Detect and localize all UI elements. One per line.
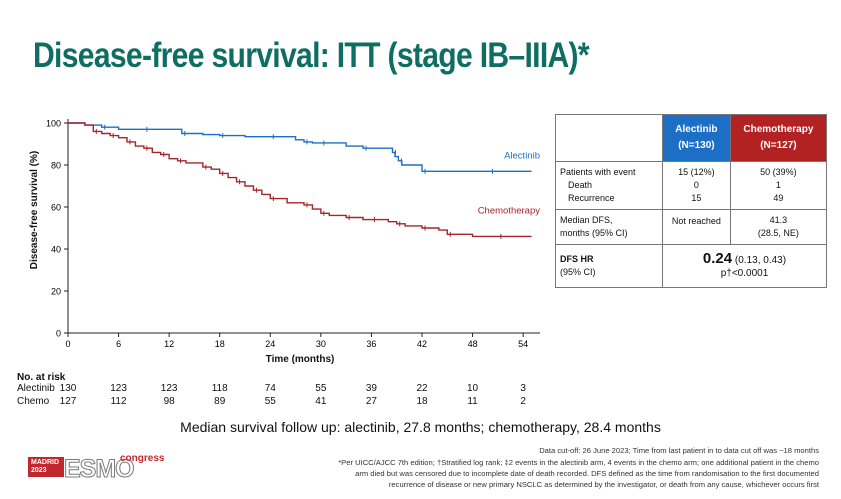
events-label: Patients with event — [560, 167, 636, 177]
alectinib-header-n: (N=130) — [678, 140, 715, 151]
x-tick-label: 12 — [164, 339, 174, 349]
risk-value: 112 — [110, 396, 127, 407]
risk-value: 41 — [315, 396, 327, 407]
hr-value: 0.24 — [702, 250, 733, 267]
x-tick-label: 54 — [518, 339, 528, 349]
footnote-1: *Per UICC/AJCC 7th edition; †Stratified … — [338, 458, 819, 467]
hr-label: DFS HR — [560, 254, 594, 264]
risk-value: 118 — [211, 383, 228, 394]
chemo-median-ci: (28.5, NE) — [757, 228, 799, 238]
risk-value: 89 — [214, 396, 226, 407]
chemo-header-name: Chemotherapy — [743, 124, 814, 135]
median-follow-up: Median survival follow up: alectinib, 27… — [180, 419, 661, 435]
alectinib-events: 15 (12%) — [678, 167, 715, 177]
footnote-cutoff: Data cut-off: 26 June 2023; Time from la… — [539, 446, 819, 455]
y-tick-label: 100 — [46, 119, 61, 129]
risk-value: 18 — [416, 396, 428, 407]
risk-value: 127 — [59, 396, 77, 407]
footnote-3: recurrence of disease or new primary NSC… — [388, 480, 819, 489]
footnote-2: arm died but was censored due to incompl… — [355, 469, 819, 478]
chemo-header-n: (N=127) — [760, 140, 797, 151]
chemo-events-cell: 50 (39%) 1 49 — [729, 161, 828, 210]
x-tick-label: 30 — [316, 339, 326, 349]
alectinib-recurrences: 15 — [691, 193, 702, 203]
x-tick-label: 42 — [417, 339, 427, 349]
chemo-median-dfs: 41.3 (28.5, NE) — [729, 209, 828, 245]
risk-value: 123 — [160, 383, 178, 394]
alectinib-header: Alectinib (N=130) — [662, 114, 731, 162]
x-axis-label: Time (months) — [265, 354, 335, 365]
recurrence-label: Recurrence — [568, 193, 615, 203]
chemo-deaths: 1 — [775, 180, 781, 190]
y-tick-label: 60 — [51, 203, 61, 213]
risk-value: 39 — [365, 383, 377, 394]
alectinib-events-cell: 15 (12%) 0 15 — [662, 161, 731, 210]
alectinib-deaths: 0 — [693, 180, 699, 190]
chemo-events: 50 (39%) — [760, 167, 797, 177]
km-curve-alectinib — [68, 122, 532, 172]
risk-value: 3 — [520, 383, 526, 394]
page-title: Disease-free survival: ITT (stage IB–III… — [33, 36, 590, 75]
logo-year: 2023 — [31, 467, 47, 474]
hr-label-cell: DFS HR (95% CI) — [555, 244, 663, 288]
series-label-alectinib: Alectinib — [504, 150, 540, 161]
median-dfs-label: Median DFS, — [560, 215, 613, 225]
risk-row-name: Chemo — [17, 396, 50, 407]
risk-value: 130 — [59, 383, 77, 394]
median-dfs-label-cell: Median DFS, months (95% CI) — [555, 209, 663, 245]
alectinib-median-dfs: Not reached — [662, 209, 731, 245]
risk-value: 11 — [467, 396, 478, 407]
p-value: p†<0.0001 — [720, 268, 769, 279]
y-tick-label: 20 — [51, 287, 61, 297]
risk-value: 55 — [264, 396, 276, 407]
median-dfs-ci-label: months (95% CI) — [560, 228, 628, 238]
risk-value: 74 — [264, 383, 276, 394]
y-tick-label: 80 — [51, 161, 61, 171]
chemo-recurrences: 49 — [773, 193, 784, 203]
logo-brand: ESMO — [64, 455, 136, 484]
death-label: Death — [568, 180, 593, 190]
risk-value: 55 — [315, 383, 327, 394]
chemo-header: Chemotherapy (N=127) — [729, 114, 828, 162]
y-axis-label: Disease-free survival (%) — [29, 150, 40, 270]
risk-value: 123 — [110, 383, 127, 394]
x-tick-label: 18 — [215, 339, 225, 349]
risk-value: 10 — [467, 383, 479, 394]
hr-ci: (0.13, 0.43) — [734, 255, 787, 266]
km-curve-chemotherapy — [68, 122, 532, 238]
hr-value-cell: 0.24 (0.13, 0.43) p†<0.0001 — [662, 244, 827, 288]
results-table: Alectinib (N=130) Chemotherapy (N=127) P… — [555, 114, 828, 288]
risk-value: 22 — [416, 383, 428, 394]
x-tick-label: 6 — [116, 339, 121, 349]
x-tick-label: 36 — [366, 339, 376, 349]
chemo-median-value: 41.3 — [769, 215, 788, 225]
y-tick-label: 0 — [56, 329, 61, 339]
x-tick-label: 24 — [265, 339, 275, 349]
risk-row-name: Alectinib — [17, 383, 55, 394]
series-label-chemotherapy: Chemotherapy — [478, 205, 541, 216]
risk-value: 27 — [365, 396, 377, 407]
alectinib-median-value: Not reached — [671, 216, 721, 226]
hr-ci-label: (95% CI) — [560, 267, 596, 277]
y-tick-label: 40 — [51, 245, 61, 255]
events-label-cell: Patients with event Death Recurrence — [555, 161, 663, 210]
x-tick-label: 0 — [65, 339, 70, 349]
logo-suffix: congress — [120, 453, 165, 464]
risk-value: 2 — [520, 396, 526, 407]
logo-city-badge: MADRID 2023 — [28, 457, 64, 477]
table-corner — [555, 114, 663, 162]
risk-value: 98 — [163, 396, 175, 407]
x-tick-label: 48 — [468, 339, 478, 349]
logo-city: MADRID — [31, 459, 59, 466]
alectinib-header-name: Alectinib — [675, 124, 718, 135]
risk-table-title: No. at risk — [17, 372, 66, 383]
